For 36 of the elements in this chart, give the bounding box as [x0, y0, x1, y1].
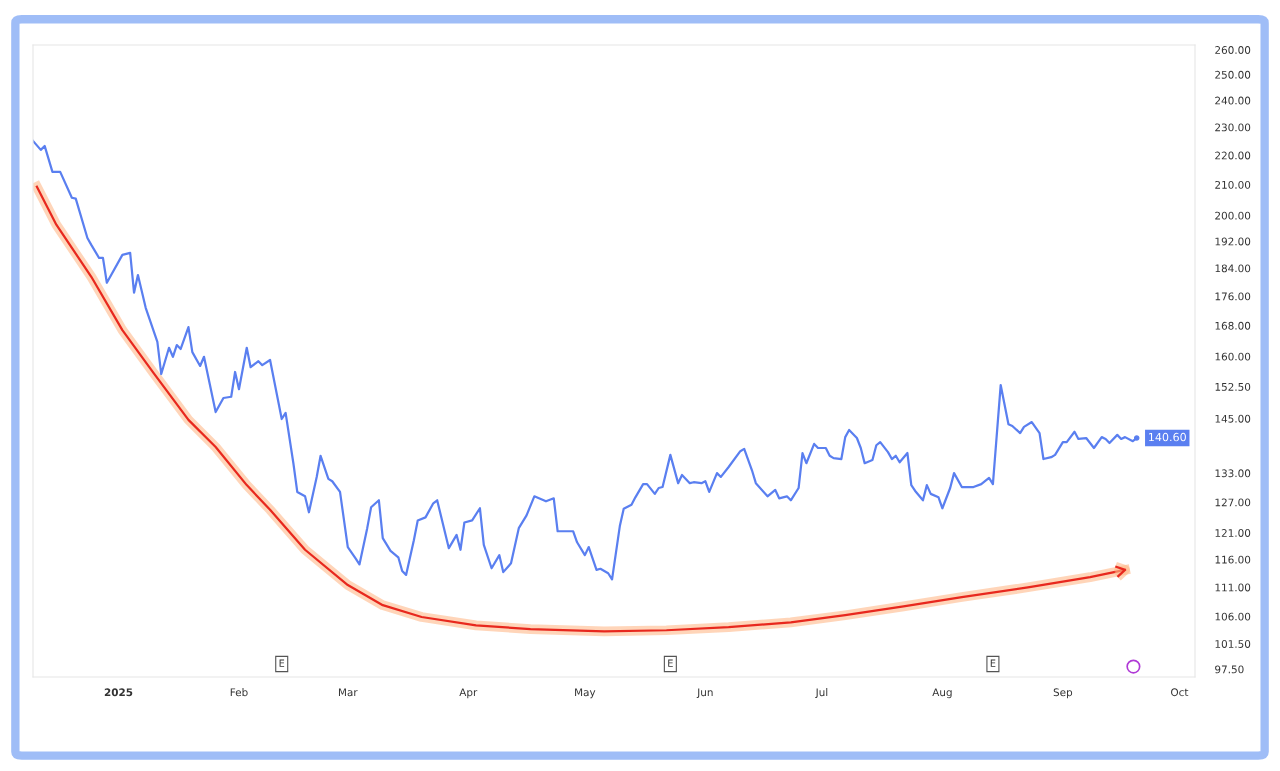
x-tick-label: Aug	[932, 688, 952, 699]
y-tick-label: 121.00	[1215, 529, 1251, 537]
y-tick-label: 152.50	[1215, 382, 1251, 391]
annotation: E	[668, 659, 673, 667]
annotation: E	[990, 659, 996, 667]
y-tick-label: 133.00	[1215, 469, 1251, 478]
x-tick-label: Apr	[459, 688, 478, 699]
y-tick-label: 230.00	[1215, 123, 1251, 132]
y-tick-label: 97.50	[1215, 665, 1244, 674]
x-tick-label: Feb	[230, 688, 248, 697]
y-tick-label: 160.00	[1215, 352, 1251, 361]
x-tick-label: Sep	[1053, 688, 1073, 699]
x-tick-label: Mar	[338, 688, 358, 697]
data-label: 140.60	[1149, 432, 1186, 442]
y-tick-label: 200.00	[1215, 211, 1251, 220]
y-tick-label: 192.00	[1215, 237, 1251, 246]
y-tick-label: 210.00	[1215, 180, 1251, 189]
y-tick-label: 168.00	[1215, 321, 1251, 330]
y-tick-label: 116.00	[1215, 555, 1251, 564]
y-tick-label: 101.50	[1215, 640, 1251, 648]
x-tick-label: 2025	[104, 688, 133, 697]
y-tick-label: 106.00	[1215, 612, 1251, 621]
y-tick-label: 176.00	[1215, 292, 1251, 301]
y-tick-label: 250.00	[1215, 70, 1251, 79]
y-tick-label: 127.00	[1215, 498, 1251, 507]
y-tick-label: 111.00	[1215, 583, 1251, 592]
y-tick-label: 220.00	[1215, 151, 1251, 160]
y-tick-label: 145.00	[1215, 414, 1251, 423]
annotation: E	[279, 659, 285, 667]
x-tick-label: Jul	[815, 688, 828, 699]
x-tick-label: Jun	[696, 688, 713, 699]
x-tick-label: Oct	[1171, 688, 1189, 697]
y-tick-label: 184.00	[1215, 264, 1251, 273]
y-tick-label: 240.00	[1215, 96, 1251, 105]
y-tick-label: 260.00	[1215, 46, 1251, 54]
x-tick-label: May	[575, 688, 596, 699]
